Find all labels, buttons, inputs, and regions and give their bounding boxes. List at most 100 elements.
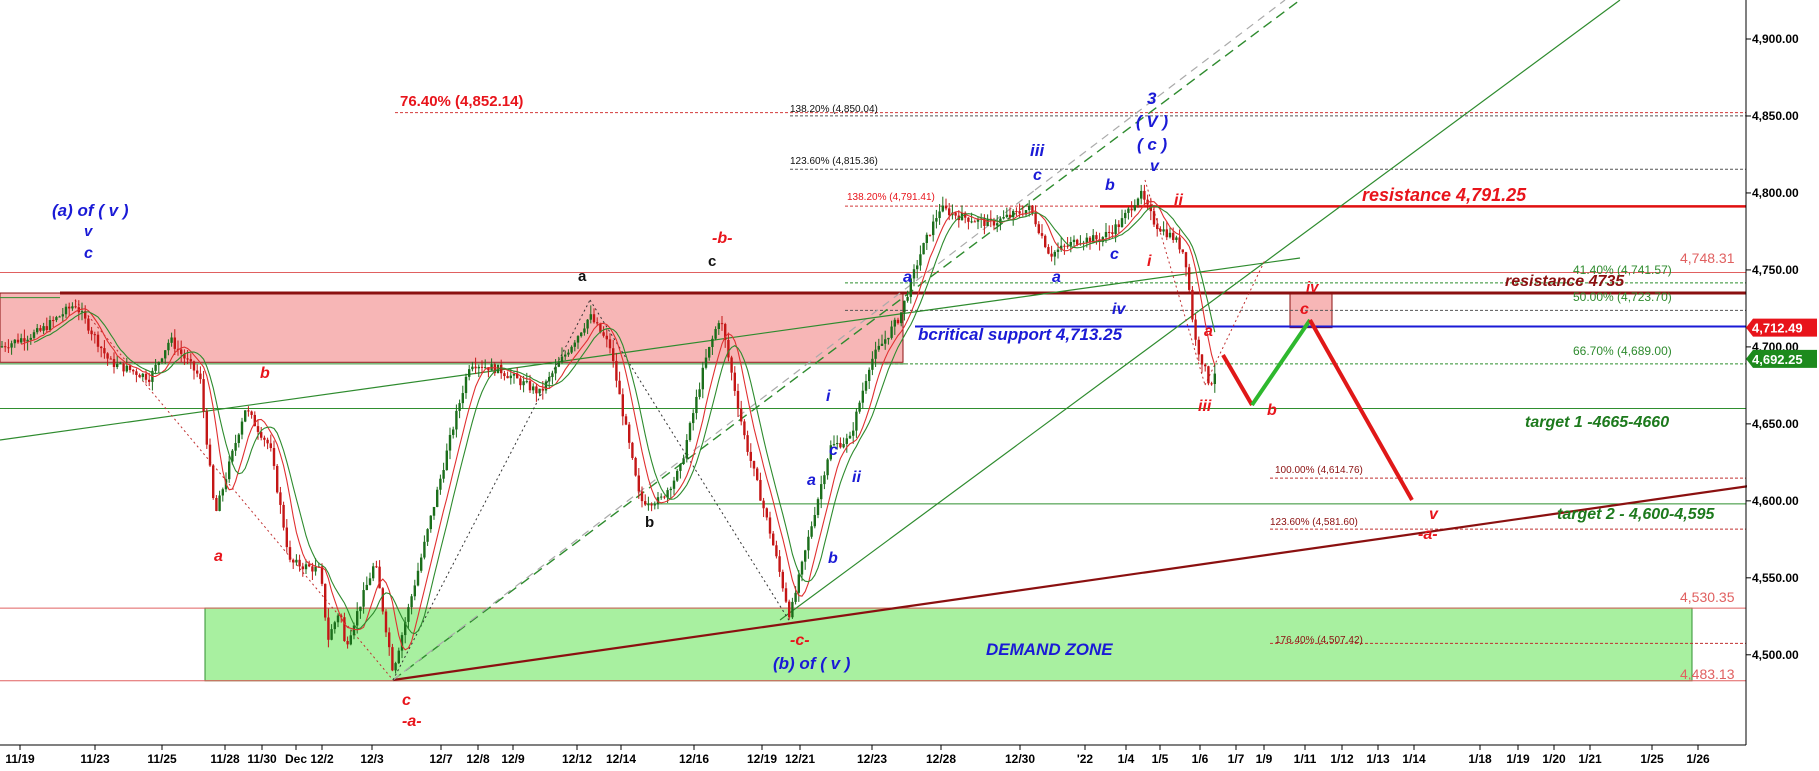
candle-body — [1031, 205, 1034, 214]
candle-body — [944, 205, 948, 209]
candle-body — [733, 372, 736, 391]
candle-body — [749, 451, 752, 461]
candle-body — [55, 317, 58, 321]
x-tick-label: 1/4 — [1118, 752, 1135, 766]
candle-body — [461, 393, 464, 404]
candle-body — [596, 322, 599, 324]
grey-dashed-channel-upper2 — [1034, 0, 1286, 191]
candle-body — [10, 343, 13, 348]
candle-body — [448, 434, 452, 451]
x-tick-label: 12/30 — [1005, 752, 1035, 766]
candle-body — [64, 306, 68, 315]
candle-body — [208, 444, 212, 466]
candle-body — [586, 319, 589, 329]
candle-body — [96, 334, 100, 347]
x-tick-label: 12/2 — [310, 752, 334, 766]
candle-body — [1114, 224, 1117, 235]
candle-body — [775, 545, 778, 557]
candle-body — [218, 495, 221, 511]
x-tick-label: 1/14 — [1402, 752, 1426, 766]
candle-body — [711, 338, 714, 348]
candle-body — [1018, 211, 1021, 214]
candle-body — [973, 221, 976, 223]
candle-body — [170, 337, 173, 343]
candle-body — [1037, 224, 1040, 234]
candle-body — [634, 457, 637, 476]
wave-label: -a- — [402, 713, 422, 730]
candle-body — [221, 489, 224, 496]
candle-body — [900, 312, 903, 324]
candle-body — [1092, 235, 1095, 243]
candle-body — [714, 329, 717, 339]
candle-body — [919, 254, 922, 266]
projection-leg-c — [1250, 318, 1312, 407]
candle-body — [484, 367, 487, 369]
wave-label: c — [1300, 301, 1309, 318]
candle-body — [173, 337, 176, 349]
candle-body — [602, 332, 605, 336]
candle-body — [970, 221, 973, 223]
candle-body — [477, 366, 480, 369]
candle-body — [397, 650, 400, 664]
candle-body — [992, 220, 996, 226]
candle-body — [23, 338, 26, 342]
candle-body — [781, 571, 784, 589]
candle-body — [432, 506, 436, 516]
candle-body — [679, 463, 682, 471]
candle-body — [48, 320, 52, 331]
candle-body — [647, 504, 650, 506]
candle-body — [372, 566, 375, 579]
candle-body — [813, 515, 816, 527]
candle-body — [906, 296, 909, 301]
candle-body — [381, 588, 384, 612]
candle-body — [762, 500, 765, 509]
candle-body — [1053, 251, 1056, 257]
candle-body — [452, 429, 455, 435]
candle-body — [346, 640, 349, 645]
candle-body — [756, 468, 759, 480]
projection-layer — [1221, 318, 1414, 501]
candle-body — [503, 373, 506, 377]
candle-body — [752, 460, 756, 469]
candle-body — [717, 323, 720, 330]
candle-body — [394, 663, 397, 671]
fib-level-label: 176.40% (4,507.42) — [1275, 635, 1363, 646]
candle-body — [39, 328, 42, 331]
candle-body — [1034, 213, 1037, 225]
candle-body — [7, 347, 10, 349]
x-tick-label: 12/28 — [926, 752, 956, 766]
candle-body — [308, 564, 311, 567]
candle-body — [1008, 214, 1012, 218]
candle-body — [1066, 245, 1069, 247]
candle-body — [650, 504, 653, 506]
swing-line-3 — [589, 299, 791, 623]
candle-body — [141, 373, 144, 378]
candle-body — [288, 547, 292, 560]
candle-body — [493, 364, 496, 374]
price-tag-label: 4,692.25 — [1752, 352, 1803, 367]
candle-body — [631, 442, 634, 458]
candle-body — [541, 388, 544, 391]
candle-body — [407, 607, 410, 622]
candle-body — [804, 550, 807, 562]
candle-body — [128, 365, 132, 371]
candle-body — [1188, 267, 1191, 290]
wave-label: c — [829, 442, 838, 459]
candle-body — [244, 410, 247, 422]
y-tick-label: 4,600.00 — [1752, 494, 1799, 508]
candle-body — [1213, 373, 1216, 385]
wave-label: ii — [852, 469, 861, 486]
candle-body — [1204, 364, 1207, 367]
x-tick-label: 1/21 — [1578, 752, 1602, 766]
candle-body — [759, 479, 762, 501]
candle-body — [199, 373, 202, 380]
candle-body — [644, 501, 647, 505]
x-tick-label: 1/9 — [1256, 752, 1273, 766]
wave-label: iii — [1198, 398, 1212, 415]
candle-body — [810, 526, 813, 537]
candle-body — [576, 336, 580, 343]
candle-body — [167, 342, 170, 351]
candle-body — [653, 504, 656, 506]
fib-level-label: 138.20% (4,850.04) — [790, 104, 878, 115]
